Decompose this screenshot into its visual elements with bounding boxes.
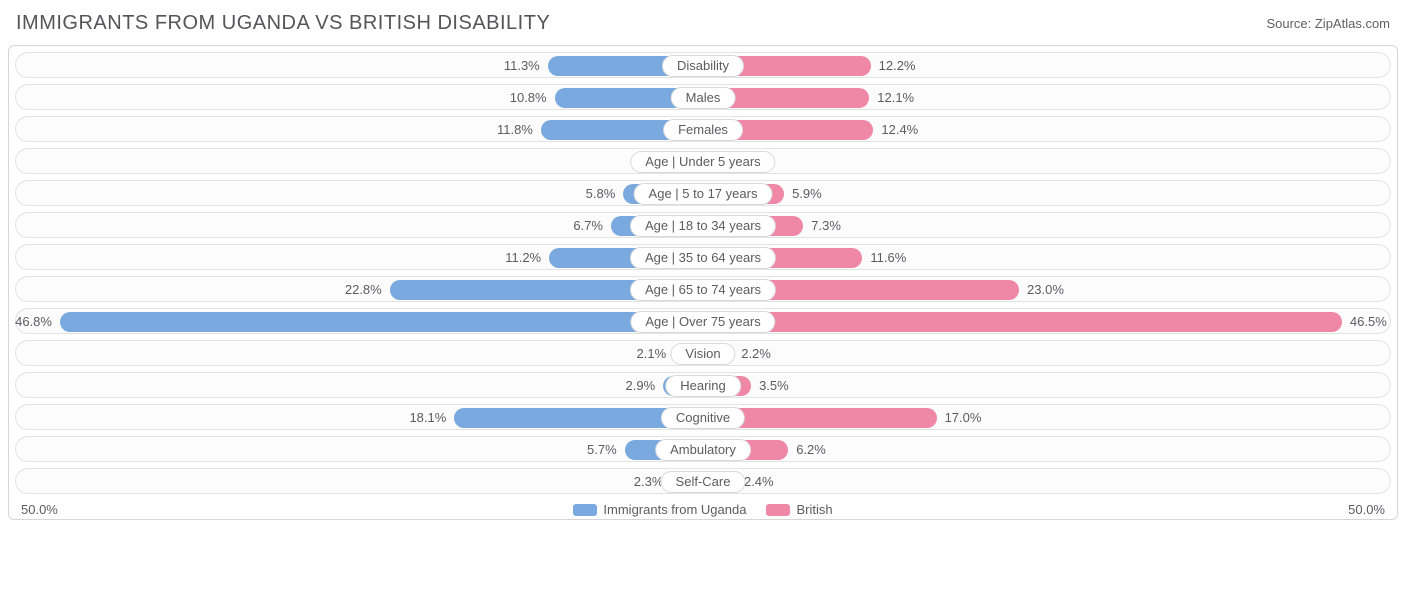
chart-row: 1.1%1.5%Age | Under 5 years (15, 148, 1391, 174)
chart-row: 5.7% 6.2% Ambulatory (15, 436, 1391, 462)
value-left: 11.3% (504, 53, 540, 79)
value-left: 2.3% (634, 469, 664, 495)
axis-left-max: 50.0% (21, 502, 58, 517)
chart-row: 11.8% 12.4% Females (15, 116, 1391, 142)
value-right: 11.6% (870, 245, 906, 271)
chart-row: 10.8% 12.1% Males (15, 84, 1391, 110)
legend-swatch-left (573, 504, 597, 516)
legend-label-right: British (796, 502, 832, 517)
value-right: 7.3% (811, 213, 841, 239)
row-label: Age | 18 to 34 years (630, 215, 776, 237)
value-left: 6.7% (573, 213, 603, 239)
row-label: Males (671, 87, 736, 109)
value-right: 2.4% (744, 469, 774, 495)
chart-row: 46.8% 46.5% Age | Over 75 years (15, 308, 1391, 334)
value-right: 2.2% (741, 341, 771, 367)
row-label: Age | Over 75 years (630, 311, 775, 333)
legend: Immigrants from Uganda British (573, 502, 832, 517)
value-right: 12.4% (881, 117, 918, 143)
chart-row: 11.2% 11.6% Age | 35 to 64 years (15, 244, 1391, 270)
value-right: 12.2% (879, 53, 916, 79)
value-right: 23.0% (1027, 277, 1064, 303)
value-left: 5.8% (586, 181, 616, 207)
row-label: Age | 5 to 17 years (634, 183, 773, 205)
diverging-bar-chart: 11.3% 12.2% Disability 10.8% 12.1% Males 11.8%… (8, 45, 1398, 520)
value-left: 18.1% (409, 405, 446, 431)
value-right: 17.0% (945, 405, 982, 431)
row-label: Females (663, 119, 743, 141)
value-right: 5.9% (792, 181, 822, 207)
bar-right (703, 312, 1342, 332)
value-right: 12.1% (877, 85, 914, 111)
chart-row: 2.9% 3.5% Hearing (15, 372, 1391, 398)
value-left: 5.7% (587, 437, 617, 463)
value-left: 22.8% (345, 277, 382, 303)
row-label: Age | 35 to 64 years (630, 247, 776, 269)
value-right: 6.2% (796, 437, 826, 463)
row-label: Hearing (665, 375, 741, 397)
chart-title: IMMIGRANTS FROM UGANDA VS BRITISH DISABI… (16, 12, 550, 35)
legend-swatch-right (766, 504, 790, 516)
row-label: Age | 65 to 74 years (630, 279, 776, 301)
chart-source: Source: ZipAtlas.com (1266, 16, 1390, 31)
legend-item-left: Immigrants from Uganda (573, 502, 746, 517)
row-label: Cognitive (661, 407, 745, 429)
axis-right-max: 50.0% (1348, 502, 1385, 517)
value-right: 3.5% (759, 373, 789, 399)
value-right: 46.5% (1350, 309, 1387, 335)
value-left: 11.2% (505, 245, 541, 271)
chart-row: 6.7% 7.3% Age | 18 to 34 years (15, 212, 1391, 238)
chart-row: 11.3% 12.2% Disability (15, 52, 1391, 78)
row-label: Vision (670, 343, 735, 365)
row-label: Self-Care (661, 471, 746, 493)
value-left: 2.1% (637, 341, 667, 367)
bar-left (60, 312, 703, 332)
legend-label-left: Immigrants from Uganda (603, 502, 746, 517)
chart-row: 2.1% 2.2% Vision (15, 340, 1391, 366)
value-left: 2.9% (626, 373, 656, 399)
value-left: 10.8% (510, 85, 547, 111)
chart-row: 22.8% 23.0% Age | 65 to 74 years (15, 276, 1391, 302)
row-label: Age | Under 5 years (630, 151, 775, 173)
chart-header: IMMIGRANTS FROM UGANDA VS BRITISH DISABI… (8, 12, 1398, 35)
chart-row: 18.1% 17.0% Cognitive (15, 404, 1391, 430)
chart-row: 5.8% 5.9% Age | 5 to 17 years (15, 180, 1391, 206)
chart-footer: 50.0% Immigrants from Uganda British 50.… (15, 500, 1391, 517)
legend-item-right: British (766, 502, 832, 517)
chart-row: 2.3% 2.4%Self-Care (15, 468, 1391, 494)
row-label: Ambulatory (655, 439, 751, 461)
row-label: Disability (662, 55, 744, 77)
chart-rows: 11.3% 12.2% Disability 10.8% 12.1% Males 11.8%… (15, 52, 1391, 494)
value-left: 46.8% (15, 309, 52, 335)
value-left: 11.8% (497, 117, 533, 143)
